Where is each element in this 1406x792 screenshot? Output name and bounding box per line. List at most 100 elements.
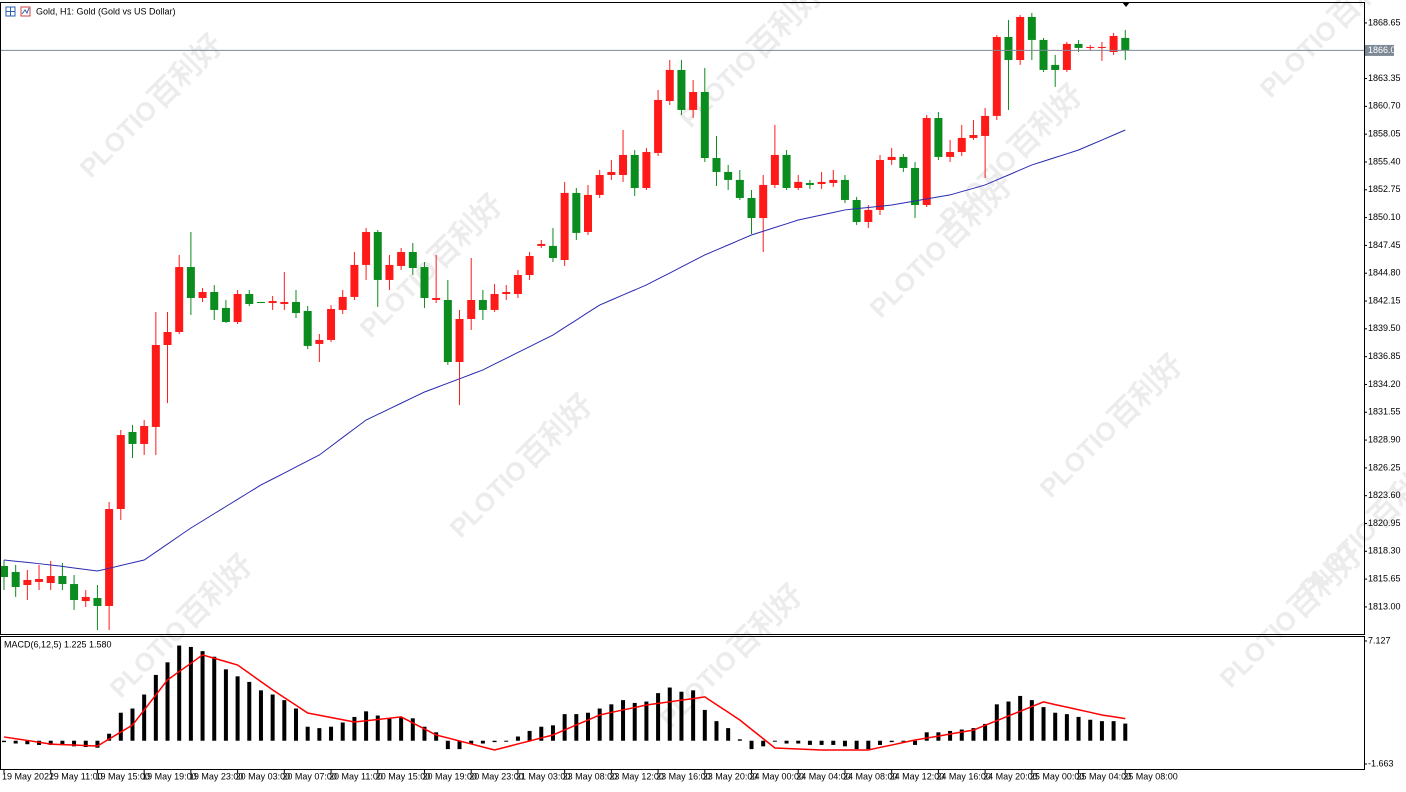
candle-body [11,571,20,587]
macd-bar [702,709,707,741]
macd-bar [25,740,30,745]
macd-bar [994,704,999,741]
candle-body [689,91,698,110]
candle-body [58,575,67,585]
candle-body [1121,37,1130,51]
macd-bar [480,740,485,744]
candle-body [946,152,955,157]
macd-signal [3,654,1126,751]
x-tick-label: 25 May 04:00 [1077,771,1132,781]
macd-bar [924,732,929,741]
macd-bar [1099,721,1104,741]
y-tick-label: 1831.55 [1368,407,1401,417]
candle-body [700,91,709,158]
macd-bar [469,740,474,744]
y-tick-label: -1.663 [1368,758,1394,768]
macd-bar [188,646,193,741]
macd-bar [515,736,520,741]
candle-body [642,152,651,189]
macd-bar [305,726,310,741]
candle-body [969,135,978,138]
x-tick-label: 20 May 15:00 [376,771,431,781]
macd-bar [679,691,684,741]
candle-body [163,331,172,345]
candle-body [268,301,277,304]
candle-body [805,182,814,185]
candle-body [840,179,849,200]
macd-bar [1088,719,1093,741]
y-tick-label: 1860.70 [1368,101,1401,111]
candle-body [221,307,230,323]
x-tick-label: 23 May 16:00 [656,771,711,781]
y-tick-label: 1852.75 [1368,184,1401,194]
candle-body [93,598,102,606]
candle-body [899,156,908,168]
macd-bar [13,740,18,744]
x-tick-label: 19 May 15:00 [95,771,150,781]
candle-body [443,299,452,362]
macd-bar [270,694,275,741]
candle-body [256,301,265,304]
macd-bar [901,740,906,742]
candle-body [876,159,884,210]
x-tick-label: 24 May 00:00 [750,771,805,781]
macd-bar [258,690,263,741]
macd-bar [60,740,65,745]
x-tick-label: 19 May 19:00 [142,771,197,781]
x-tick-label: 19 May 23:00 [189,771,244,781]
candle-body [712,157,721,172]
macd-bar [772,740,777,742]
macd-bar [329,726,334,741]
macd-bar [2,740,6,743]
macd-bar [317,728,322,741]
candle-body [397,252,406,266]
macd-bar [212,656,217,741]
macd-bar [644,701,649,741]
x-tick-label: 20 May 11:00 [329,771,383,781]
y-tick-label: 1813.00 [1368,601,1401,611]
macd-bar [375,715,380,741]
candle-body [245,293,254,304]
y-tick-label: 1820.95 [1368,518,1401,528]
candle-body [829,179,838,183]
candle-body [817,181,826,185]
candle-body [513,275,522,294]
candle-body [1,565,8,578]
macd-bar [574,714,579,741]
macd-bar [387,718,392,741]
x-tick-label: 20 May 03:00 [236,771,291,781]
macd-bar [761,740,766,747]
y-tick-label: 1868.65 [1368,17,1401,27]
candle-body [747,197,756,219]
current-price-label: 1866.03 [1368,45,1401,55]
y-tick-label: 1844.80 [1368,268,1401,278]
macd-bar [1123,723,1128,741]
macd-bar [72,740,77,747]
macd-bar [445,740,450,750]
candle-body [116,435,125,510]
candle-body [490,293,499,310]
candle-body [770,154,779,185]
candle-body [794,181,803,189]
macd-bar [527,730,532,741]
x-tick-label: 19 May 2022 [2,771,54,781]
candle-body [1074,43,1083,48]
y-tick-label: 1836.85 [1368,351,1401,361]
macd-bar [200,651,205,741]
macd-bar [352,716,357,741]
x-tick-label: 24 May 08:00 [843,771,898,781]
macd-bar [1053,712,1058,741]
macd-panel-frame [0,636,1365,770]
candle-body [432,297,441,300]
macd-bar [364,711,369,741]
y-tick-label: 1815.65 [1368,573,1401,583]
macd-bar [726,728,731,741]
macd-bar [1076,716,1081,741]
macd-bar [247,681,252,741]
macd-plot [2,645,1128,751]
x-tick-label: 24 May 04:00 [796,771,851,781]
macd-bar [95,740,100,748]
candle-body [607,171,616,175]
y-tick-label: 1863.35 [1368,73,1401,83]
